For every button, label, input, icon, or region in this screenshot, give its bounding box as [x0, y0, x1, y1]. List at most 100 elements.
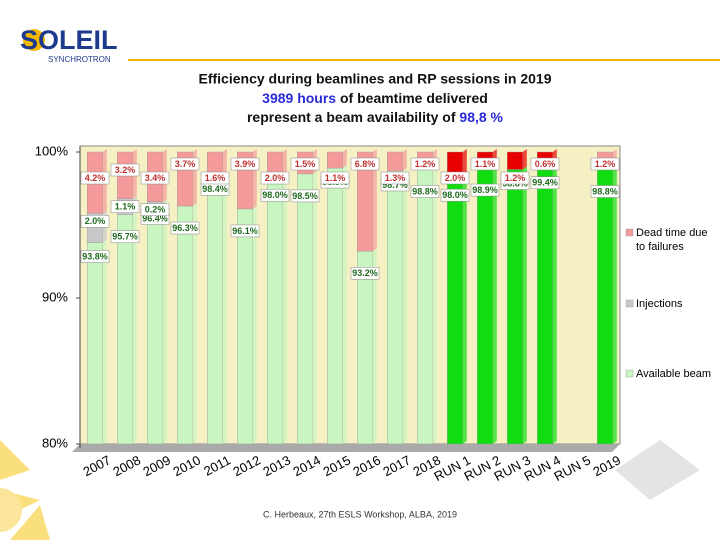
value-label-box [110, 163, 140, 177]
value-label-text: 3.9% [235, 159, 256, 169]
value-label-text: 98.8% [412, 186, 438, 196]
bar-side [462, 178, 467, 444]
value-label-text: 2.0% [445, 173, 466, 183]
value-label: 1.3% [380, 171, 410, 185]
bar-segment [447, 180, 464, 445]
bar-segment [116, 214, 133, 445]
bar-segment [297, 173, 314, 445]
chart-subtitle: 3989 hours of beamtime delivered [262, 90, 488, 106]
bar-segment [477, 167, 494, 445]
bar-segment [507, 169, 524, 445]
value-label: 3.2% [110, 163, 140, 177]
value-label-box [350, 157, 380, 171]
bar-side [162, 198, 167, 205]
footer: C. Herbeaux, 27th ESLS Workshop, ALBA, 2… [263, 509, 457, 519]
value-label-text: 1.2% [415, 159, 436, 169]
subtitle-highlight: 3989 hours [262, 90, 336, 106]
bar-side [252, 205, 257, 444]
value-label-text: 96.3% [172, 223, 198, 233]
value-label: 1.2% [590, 157, 620, 171]
legend-swatch [625, 228, 634, 237]
value-label: 6.8% [350, 157, 380, 171]
value-label-text: 95.7% [112, 232, 138, 242]
value-label: 98.8% [410, 185, 440, 198]
value-label-box [320, 171, 350, 185]
value-label-box [290, 189, 320, 203]
value-label-text: 3.2% [115, 165, 136, 175]
value-label-text: 1.1% [115, 202, 136, 212]
value-label: 98.9% [470, 183, 500, 197]
value-label: 98.0% [440, 188, 470, 202]
bar-side [492, 165, 497, 444]
value-label-box [590, 157, 620, 171]
logo-name: SOLEIL [20, 25, 118, 55]
bar-side [342, 149, 347, 169]
value-label-text: 3.4% [145, 173, 166, 183]
value-label-box [140, 203, 170, 216]
value-label-text: 99.4% [532, 178, 558, 188]
value-label-text: 98.0% [442, 190, 468, 200]
bar-side [372, 248, 377, 444]
value-label: 96.3% [170, 221, 200, 235]
bar-side [612, 166, 617, 444]
value-label: 1.2% [500, 171, 530, 185]
legend-line: Dead time due [636, 227, 708, 239]
bar-segment [146, 204, 163, 445]
chart-title: Efficiency during beamlines and RP sessi… [199, 71, 552, 87]
value-label-box [500, 171, 530, 185]
value-label-box [590, 185, 620, 198]
bar-side [522, 166, 527, 444]
bar-segment [327, 151, 344, 169]
logo: SOLEIL SYNCHROTRON [20, 25, 720, 64]
plot-area [79, 145, 621, 445]
value-label-text: 0.6% [535, 159, 556, 169]
value-label-box [80, 215, 110, 228]
value-label-box [110, 230, 140, 244]
legend-swatch [625, 299, 634, 308]
value-label-text: 1.5% [295, 159, 316, 169]
value-label-text: 4.2% [85, 173, 106, 183]
value-label-text: 2.0% [85, 216, 106, 226]
value-label-box [260, 171, 290, 185]
value-label: 98.5% [290, 189, 320, 203]
value-label-text: 1.2% [505, 173, 526, 183]
bar-side [222, 172, 227, 445]
value-label: 93.8% [80, 250, 110, 263]
value-label: 2.0% [80, 215, 110, 228]
value-label: 0.2% [140, 203, 170, 216]
value-label-box [230, 157, 260, 171]
value-label-text: 98.9% [472, 185, 498, 195]
value-label: 1.1% [470, 157, 500, 171]
bar-side [192, 149, 197, 207]
subtitle-text: of beamtime delivered [340, 90, 488, 106]
value-label-box [230, 224, 260, 238]
bar-side [342, 165, 347, 444]
value-label-text: 98.4% [202, 184, 228, 194]
value-label: 2.0% [260, 171, 290, 185]
value-label-text: 1.1% [475, 159, 496, 169]
chart-subtitle-2: represent a beam availability of 98,8 % [247, 109, 504, 125]
value-label-box [470, 157, 500, 171]
bar-side [372, 149, 377, 252]
value-label: 98.4% [200, 183, 230, 196]
value-label-box [80, 171, 110, 185]
value-label: 1.1% [320, 171, 350, 185]
value-label: 1.2% [410, 157, 440, 171]
bar-segment [417, 169, 434, 445]
value-label: 96.1% [230, 224, 260, 238]
value-label: 3.9% [230, 157, 260, 171]
value-label-box [260, 188, 290, 202]
value-label-box [140, 171, 170, 185]
bar-segment [86, 242, 103, 445]
value-label-text: 98.8% [592, 186, 618, 196]
decor-sun [0, 440, 50, 540]
bar-segment [597, 169, 614, 445]
bar-side [402, 167, 407, 445]
logo-subtitle: SYNCHROTRON [48, 55, 111, 64]
bar-side [162, 201, 167, 444]
value-label: 3.7% [170, 157, 200, 171]
value-label-box [80, 250, 110, 263]
value-label-text: 93.8% [82, 251, 108, 261]
bar-side [552, 157, 557, 444]
value-label-text: 96.4% [142, 213, 168, 223]
